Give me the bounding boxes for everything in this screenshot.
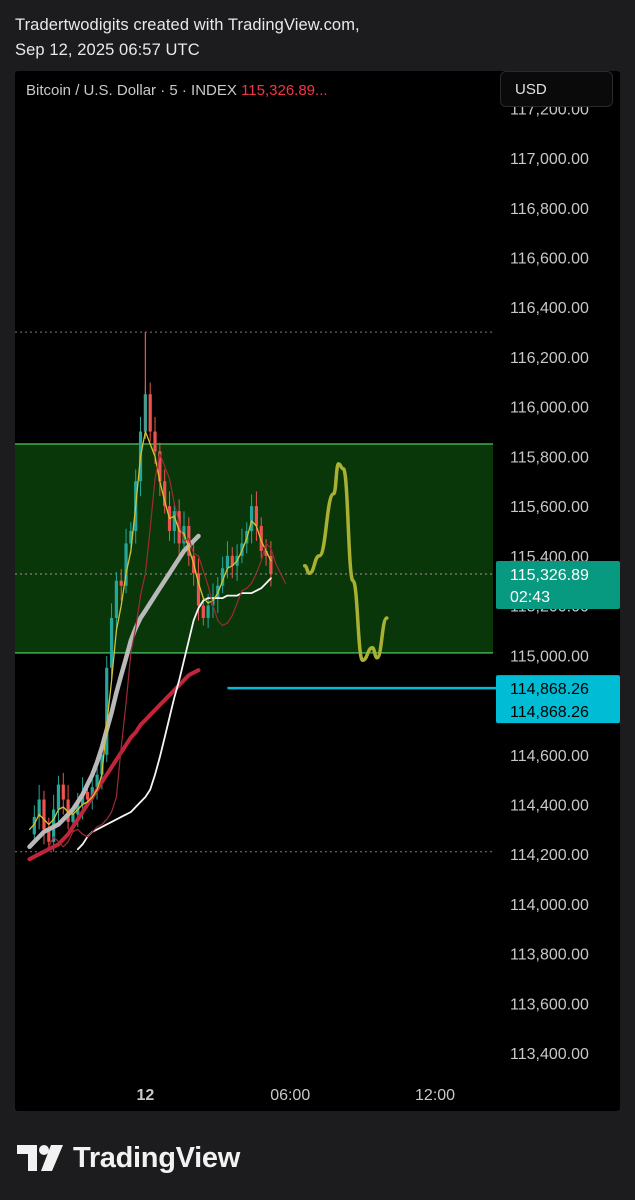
timestamp: Sep 12, 2025 06:57 UTC [15,41,200,59]
candle-body [71,814,75,822]
support-price-label-2: 114,868.26 [510,704,589,721]
currency-button[interactable]: USD [500,71,613,107]
candle-body [47,829,51,842]
symbol-legend: Bitcoin / U.S. Dollar · 5 · INDEX 115,32… [26,82,328,99]
candle-body [221,568,225,586]
candle-body [206,605,210,619]
y-tick-label: 114,200.00 [510,847,589,864]
projection-path [302,462,389,663]
brand-name: TradingView [73,1141,240,1174]
y-tick-label: 116,400.00 [510,300,589,317]
candle-body [259,526,263,551]
author-credit: Tradertwodigits created with TradingView… [15,16,360,34]
candle-body [100,754,104,775]
y-tick-label: 114,600.00 [510,748,589,765]
y-tick-label: 117,000.00 [510,151,589,168]
tradingview-logo-icon [17,1145,63,1171]
price-chart[interactable]: 117,200.00117,000.00116,800.00116,600.00… [15,71,620,1111]
support-price-tag [496,675,620,724]
y-tick-label: 114,400.00 [510,797,589,814]
candle-body [114,580,118,619]
support-price-label: 114,868.26 [510,681,589,698]
candle-body [196,573,201,606]
candle-body [124,543,128,586]
current-price-label: 115,326.89 [510,567,589,584]
candle-body [225,555,230,569]
candle-body [254,506,259,527]
candle-body [177,511,181,544]
y-tick-label: 116,600.00 [510,250,589,267]
candle-body [90,787,94,800]
x-tick-label: 06:00 [270,1087,310,1104]
y-tick-label: 116,000.00 [510,400,589,417]
candle-body [201,605,205,619]
y-tick-label: 115,800.00 [510,449,589,466]
x-tick-label: 12:00 [415,1087,455,1104]
brand: TradingView [17,1140,240,1176]
y-tick-label: 116,800.00 [510,201,589,218]
resistance-zone [15,443,493,653]
candle-body [37,799,41,817]
current-price-tag [496,561,620,610]
candle-body [148,394,152,432]
ma-fast-line [28,430,272,831]
x-tick-label: 12 [136,1087,154,1104]
candle-body [163,481,167,507]
y-tick-label: 115,000.00 [510,648,589,665]
candle-body [172,511,176,531]
candle-body [264,550,268,556]
y-tick-label: 115,600.00 [510,499,589,516]
y-tick-label: 113,400.00 [510,1046,589,1063]
candle-body [61,784,65,800]
ma-red-line [27,668,201,862]
candle-body [85,792,90,800]
y-tick-label: 116,200.00 [510,350,589,367]
candle-body [187,526,191,556]
symbol-name: Bitcoin / U.S. Dollar · 5 · INDEX [26,82,237,99]
bar-countdown: 02:43 [510,589,550,606]
candle-body [230,555,234,566]
chart-panel[interactable]: 117,200.00 117,000.00 116,800.00 116,600.00… [15,71,620,1111]
candle-body [211,598,215,606]
y-tick-label: 113,800.00 [510,947,589,964]
candle-body [56,784,61,810]
candle-body [42,799,46,830]
candle-body [158,451,162,482]
candle-body [95,774,99,788]
ma-white-line [76,577,272,851]
candle-body [66,799,70,822]
last-price: 115,326.89... [241,82,328,99]
candle-body [119,580,123,586]
y-tick-label: 114,000.00 [510,897,589,914]
y-tick-label: 113,600.00 [510,996,589,1013]
ma-mid-red-line [43,453,286,853]
candle-body [269,555,273,575]
candle-body [109,618,114,668]
candle-body [249,506,254,531]
ma-thick-line [27,533,201,850]
candle-body [129,530,133,544]
candle-body [105,667,109,755]
candle-body [32,816,36,835]
candle-body [153,431,157,452]
